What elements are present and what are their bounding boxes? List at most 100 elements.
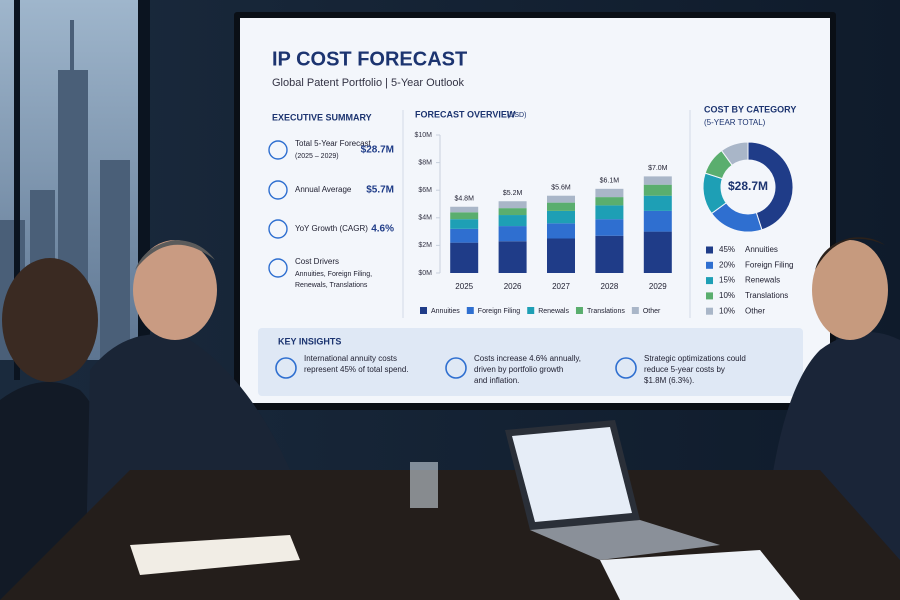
icon [268, 140, 288, 160]
icon [268, 219, 288, 239]
bar-segment [643, 195, 672, 211]
bar-segment [643, 231, 672, 273]
legend-label: Translations [587, 308, 625, 315]
y-tick-label: $2M [418, 242, 432, 249]
total-label: $5.6M [551, 185, 571, 192]
bar-segment [595, 205, 624, 220]
legend-swatch [706, 307, 713, 315]
bar-segment [498, 241, 527, 273]
x-tick-label: 2026 [504, 282, 522, 291]
y-tick-label: $10M [414, 132, 432, 139]
insight-line: driven by portfolio growth [474, 365, 563, 374]
section-heading: EXECUTIVE SUMMARY [272, 112, 372, 122]
bar-segment [547, 202, 575, 211]
legend-swatch [466, 307, 474, 314]
y-tick-label: $4M [418, 215, 432, 222]
value-label: 10% [719, 291, 735, 300]
screen-title: IP COST FORECAST [272, 48, 467, 70]
total-label: $6.1M [600, 178, 620, 185]
bar-segment [547, 238, 575, 273]
summary-sub: (2025 – 2029) [295, 153, 339, 160]
legend-label: Annuities [431, 308, 460, 315]
value-label: 20% [719, 260, 735, 269]
summary-label: Total 5-Year Forecast [295, 139, 372, 148]
x-tick-label: 2025 [455, 282, 473, 291]
papers [600, 550, 800, 600]
bar-segment [450, 228, 479, 243]
bar-segment [547, 210, 575, 224]
legend-label: Other [745, 306, 765, 315]
summary-value: $28.7M [361, 145, 394, 156]
donut-segment [747, 141, 794, 231]
bar-segment [643, 184, 672, 196]
icon [268, 258, 288, 278]
section-heading: KEY INSIGHTS [278, 336, 341, 346]
legend-label: Renewals [538, 308, 569, 315]
legend-label: Foreign Filing [478, 308, 521, 315]
bar-segment [450, 212, 479, 220]
bar-segment [450, 219, 479, 229]
y-tick-label: $8M [418, 159, 432, 166]
total-label: $7.0M [648, 165, 668, 172]
bar-segment [643, 210, 672, 232]
donut-segment [720, 141, 749, 166]
insights-panel [258, 328, 803, 396]
insight-line: International annuity costs [304, 354, 397, 363]
total-label: $5.2M [503, 190, 523, 197]
bar-segment [595, 197, 624, 206]
bar-segment [595, 188, 624, 198]
laptop [505, 420, 720, 560]
legend-swatch [706, 277, 713, 285]
legend-swatch [706, 246, 713, 254]
icon [445, 357, 467, 379]
icon [268, 180, 288, 200]
insight-line: Costs increase 4.6% annually, [474, 354, 581, 363]
insight-line: Strategic optimizations could [644, 354, 746, 363]
bar-segment [498, 201, 527, 209]
insight-line: and inflation. [474, 376, 519, 385]
insight-line: represent 45% of total spend. [304, 365, 409, 374]
chart-title: COST BY CATEGORY [704, 104, 796, 114]
chart-title: FORECAST OVERVIEW [415, 109, 516, 119]
bar-segment [643, 176, 672, 185]
y-tick-label: $0M [418, 270, 432, 277]
legend-swatch [706, 292, 713, 300]
legend-label: Translations [745, 291, 788, 300]
window-frame [14, 0, 20, 380]
notebook [130, 535, 300, 575]
bar-segment [595, 219, 624, 236]
total-label: $4.8M [454, 196, 474, 203]
chart-unit: (USD) [507, 112, 526, 119]
legend-label: Renewals [745, 276, 780, 285]
legend-label: Annuities [745, 245, 778, 254]
bar-segment [498, 226, 527, 242]
legend-swatch [420, 307, 427, 314]
glass [410, 462, 438, 508]
legend-swatch [575, 307, 583, 314]
icon [615, 357, 637, 379]
chart-subtitle: (5-YEAR TOTAL) [704, 118, 766, 127]
summary-label: Annual Average [295, 185, 352, 194]
value-label: 10% [719, 306, 735, 315]
summary-value: 4.6% [371, 224, 394, 235]
summary-line: Renewals, Translations [295, 282, 368, 289]
x-tick-label: 2029 [649, 282, 667, 291]
bar-segment [498, 215, 527, 227]
summary-value: $5.7M [366, 185, 394, 196]
bar-segment [547, 223, 575, 239]
donut-center-label: $28.7M [728, 179, 768, 193]
legend-label: Foreign Filing [745, 260, 793, 269]
legend-swatch [631, 307, 639, 314]
bar-segment [547, 195, 575, 203]
screen-subtitle: Global Patent Portfolio | 5-Year Outlook [272, 77, 465, 89]
bar-segment [498, 208, 527, 216]
x-tick-label: 2027 [552, 282, 570, 291]
legend-swatch [527, 307, 535, 314]
insight-line: reduce 5-year costs by [644, 365, 725, 374]
summary-label: YoY Growth (CAGR) [295, 224, 368, 233]
legend-swatch [706, 261, 713, 269]
y-tick-label: $6M [418, 187, 432, 194]
value-label: 15% [719, 276, 735, 285]
